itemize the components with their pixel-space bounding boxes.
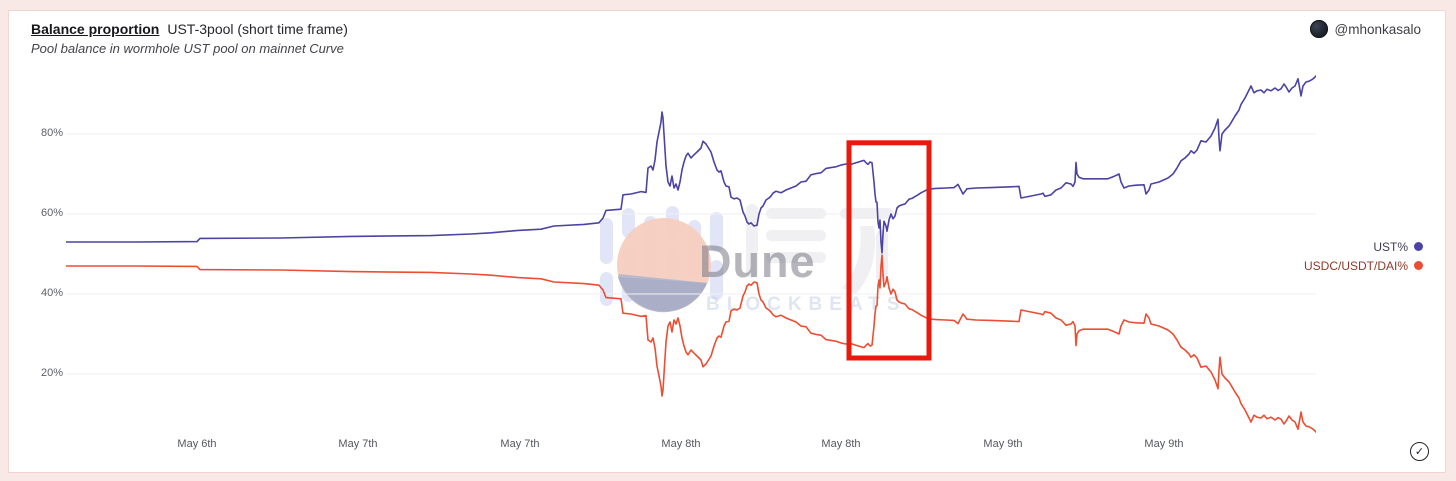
- x-tick-label: May 8th: [661, 438, 701, 450]
- chart-subtitle: Pool balance in wormhole UST pool on mai…: [31, 41, 344, 56]
- author-handle[interactable]: @mhonkasalo: [1334, 21, 1422, 37]
- x-tick-label: May 6th: [177, 438, 217, 450]
- y-tick-label: 80%: [40, 127, 63, 139]
- y-tick-label: 60%: [40, 207, 63, 219]
- legend-dot-ust-icon: [1414, 242, 1423, 251]
- legend-item-ust[interactable]: UST%: [1304, 237, 1423, 256]
- author-block[interactable]: @mhonkasalo: [1309, 20, 1422, 38]
- author-avatar-icon[interactable]: [1309, 20, 1328, 38]
- x-tick-label: May 7th: [500, 438, 540, 450]
- chart-title-link[interactable]: Balance proportion: [31, 21, 160, 37]
- plot-svg: [66, 75, 1316, 433]
- y-tick-label: 20%: [40, 367, 63, 379]
- chart-header: Balance proportion UST-3pool (short time …: [31, 21, 348, 56]
- x-tick-label: May 8th: [821, 438, 861, 450]
- series-line-ust-: [66, 75, 1316, 254]
- chart-area: Dune BLOCKBEATS 20% 40% 60% 80% May 6th May …: [9, 11, 1445, 472]
- chart-legend: UST% USDC/USDT/DAI%: [1304, 237, 1423, 275]
- legend-label-ust: UST%: [1373, 239, 1408, 254]
- x-tick-label: May 9th: [983, 438, 1023, 450]
- legend-item-3pool[interactable]: USDC/USDT/DAI%: [1304, 256, 1423, 275]
- chart-title-suffix: UST-3pool (short time frame): [167, 21, 348, 37]
- legend-dot-3pool-icon: [1414, 261, 1423, 270]
- x-tick-label: May 7th: [338, 438, 378, 450]
- x-tick-label: May 9th: [1144, 438, 1184, 450]
- legend-label-3pool: USDC/USDT/DAI%: [1303, 258, 1408, 273]
- series-line-usdc-usdt-dai-: [66, 254, 1316, 433]
- verified-check-icon[interactable]: ✓: [1410, 442, 1429, 461]
- chart-card: Balance proportion UST-3pool (short time …: [8, 10, 1446, 473]
- chart-title-row: Balance proportion UST-3pool (short time …: [31, 21, 348, 37]
- y-tick-label: 40%: [40, 287, 63, 299]
- highlight-annotation-box: [846, 140, 932, 361]
